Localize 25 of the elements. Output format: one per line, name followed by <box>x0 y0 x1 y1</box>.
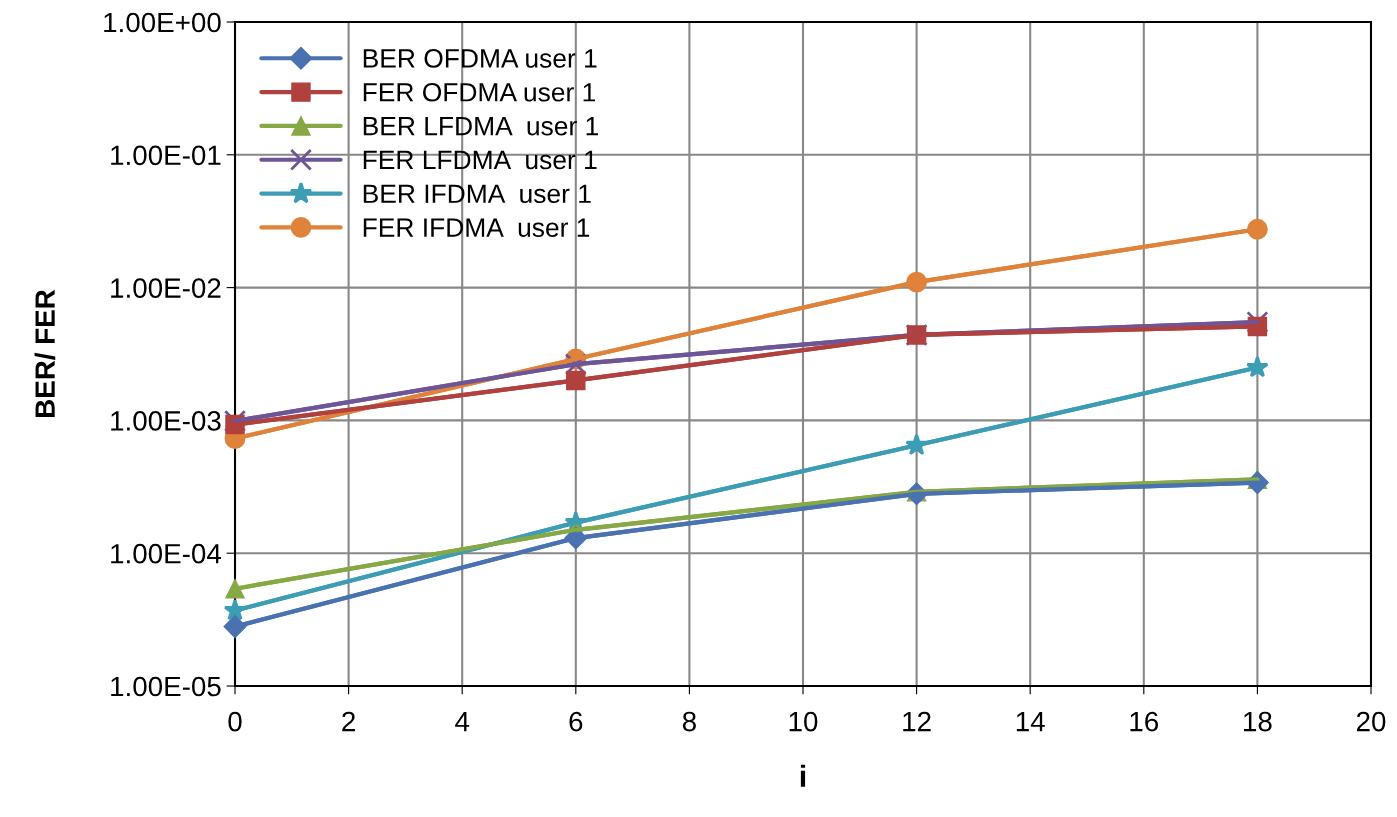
y-tick-label: 1.00E-03 <box>111 411 221 431</box>
x-tick-label: 2 <box>342 711 355 732</box>
y-tick-label: 1.00E-01 <box>111 145 221 166</box>
y-tick-label: 1.00E-05 <box>111 676 221 697</box>
legend-label: BER OFDMA user 1 <box>363 49 597 68</box>
x-axis-title: i <box>800 764 806 787</box>
x-tick-label: 12 <box>903 711 931 732</box>
legend-label: FER OFDMA user 1 <box>363 82 595 102</box>
y-tick-label: 1.00E-02 <box>111 278 221 298</box>
x-tick-label: 14 <box>1016 712 1045 732</box>
x-tick-label: 20 <box>1356 711 1386 732</box>
x-tick-label: 8 <box>682 711 696 732</box>
x-tick-label: 16 <box>1130 711 1159 732</box>
y-tick-label: 1.00E-04 <box>111 543 221 564</box>
x-tick-label: 18 <box>1244 711 1272 732</box>
x-tick-label: 6 <box>569 711 583 732</box>
y-axis-title: BER/ FER <box>34 289 56 417</box>
legend-label: FER LFDMA user 1 <box>363 150 597 170</box>
legend-label: BER IFDMA user 1 <box>363 184 591 204</box>
x-tick-label: 4 <box>455 712 470 732</box>
legend-label: FER IFDMA user 1 <box>363 218 590 237</box>
x-tick-label: 0 <box>228 711 242 732</box>
legend-label: BER LFDMA user 1 <box>363 117 598 136</box>
x-tick-label: 10 <box>789 711 818 732</box>
y-tick-label: 1.00E+00 <box>104 12 221 33</box>
